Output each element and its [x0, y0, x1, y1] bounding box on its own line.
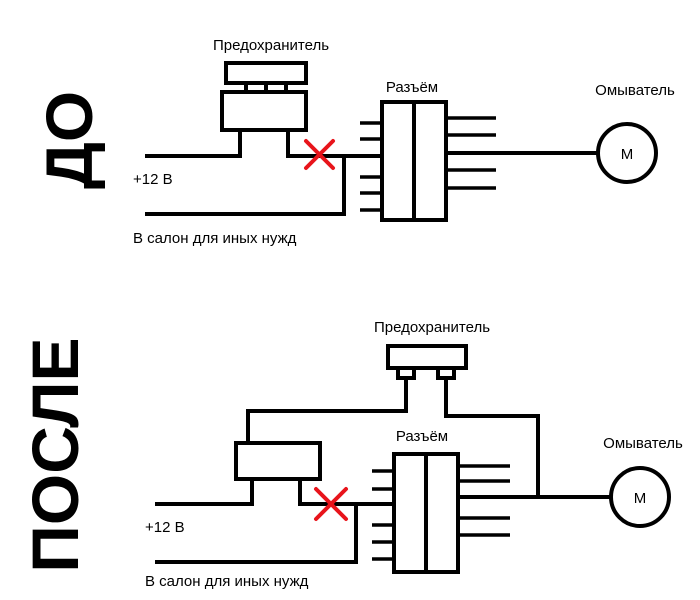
after-motor-symbol: M [634, 490, 647, 507]
after-old-fuse [234, 441, 322, 481]
before-cabin-label: В салон для иных нужд [133, 230, 297, 247]
before-washer-label: Омыватель [595, 82, 675, 99]
before-washer-motor-icon: M [596, 122, 658, 184]
before-connector [360, 100, 496, 222]
before-connector-label: Разъём [386, 79, 438, 96]
before-fuse [220, 61, 308, 132]
after-power-label: +12 В [145, 519, 185, 536]
after-section: ПОСЛЕ Предохранитель Разъём Омыватель +1… [18, 319, 683, 590]
after-side-label: ПОСЛЕ [18, 337, 92, 572]
before-section: ДО Предохранитель Разъём Омыватель +12 В… [32, 37, 675, 247]
before-motor-symbol: M [621, 146, 634, 163]
before-side-label: ДО [32, 91, 106, 189]
after-connector [372, 452, 510, 574]
after-fuse-label: Предохранитель [374, 319, 490, 336]
after-new-fuse [386, 344, 468, 380]
after-cut-mark-cross-icon [314, 487, 348, 521]
before-power-label: +12 В [133, 171, 173, 188]
before-wires [145, 128, 600, 216]
after-connector-label: Разъём [396, 428, 448, 445]
after-washer-motor-icon: M [609, 466, 671, 528]
before-fuse-label: Предохранитель [213, 37, 329, 54]
after-washer-label: Омыватель [603, 435, 683, 452]
before-cut-mark-cross-icon [304, 139, 335, 170]
after-wires [155, 376, 610, 564]
after-cabin-label: В салон для иных нужд [145, 573, 309, 590]
